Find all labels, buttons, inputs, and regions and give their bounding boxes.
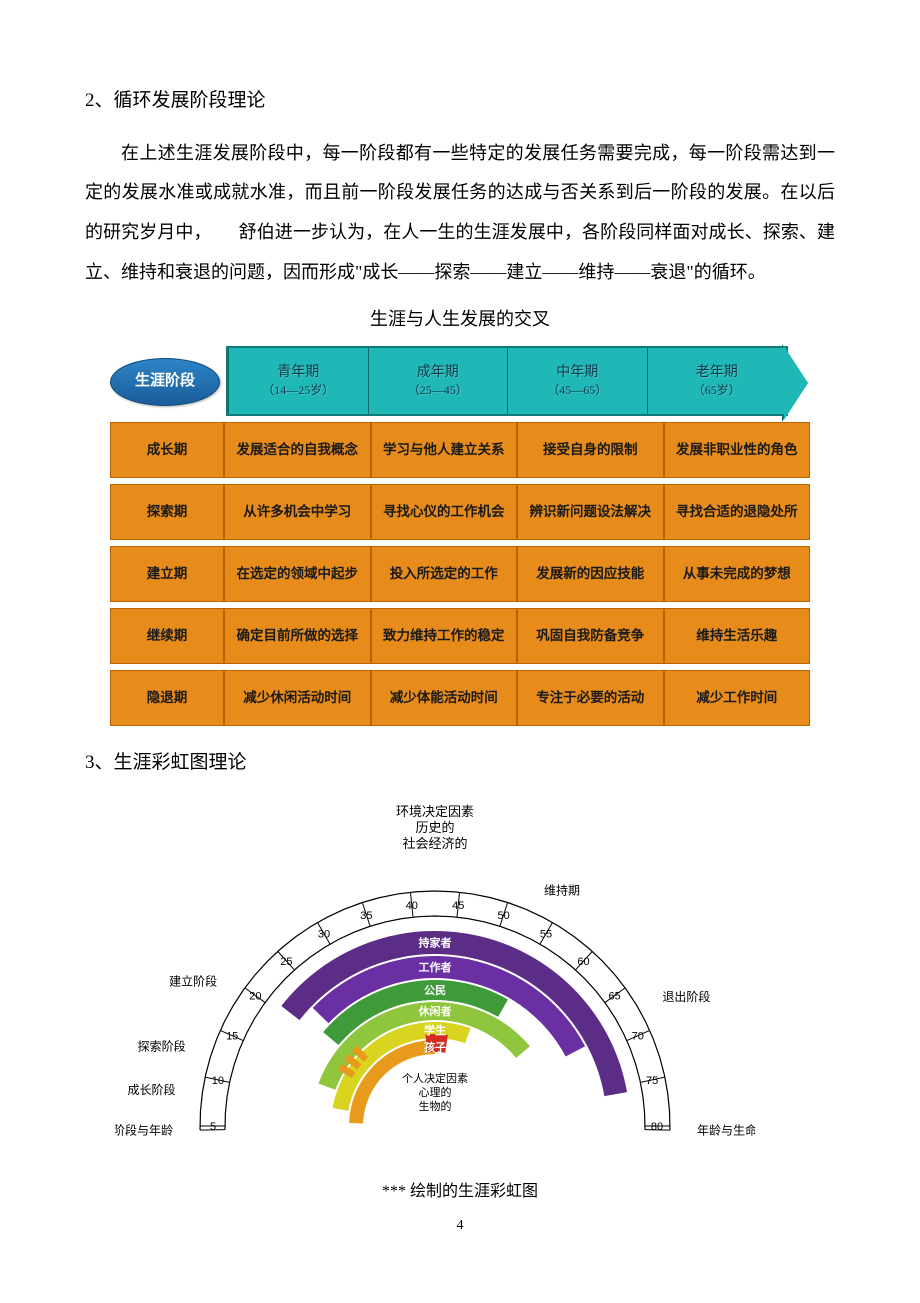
svg-text:成长阶段: 成长阶段 (127, 1082, 175, 1097)
matrix-cell: 从事未完成的梦想 (664, 546, 811, 602)
life-period-cell: 成年期（25—45） (368, 348, 508, 414)
matrix-cell: 学习与他人建立关系 (371, 422, 518, 478)
svg-text:建立阶段: 建立阶段 (169, 973, 217, 988)
svg-text:生物的: 生物的 (419, 1099, 452, 1113)
svg-text:50: 50 (497, 909, 509, 921)
svg-text:探索阶段: 探索阶段 (138, 1038, 186, 1053)
svg-text:15: 15 (226, 1030, 238, 1042)
svg-text:个人决定因素: 个人决定因素 (402, 1071, 468, 1085)
matrix-chart-title: 生涯与人生发展的交叉 (85, 300, 835, 340)
life-period-arrow: 青年期（14—25岁）成年期（25—45）中年期（45—65）老年期（65岁） (226, 346, 788, 416)
matrix-cell: 减少工作时间 (664, 670, 811, 726)
svg-text:环境决定因素: 环境决定因素 (396, 804, 474, 819)
svg-text:25: 25 (280, 956, 292, 968)
matrix-cell: 减少体能活动时间 (371, 670, 518, 726)
svg-text:80: 80 (651, 1121, 663, 1133)
svg-text:65: 65 (608, 990, 620, 1002)
matrix-cell: 在选定的领域中起步 (224, 546, 371, 602)
matrix-cell: 维持生活乐趣 (664, 608, 811, 664)
matrix-row-header: 探索期 (110, 484, 224, 540)
svg-text:学生: 学生 (424, 1023, 446, 1037)
svg-text:55: 55 (540, 928, 552, 940)
matrix-row-header: 继续期 (110, 608, 224, 664)
matrix-row-header: 隐退期 (110, 670, 224, 726)
matrix-cell: 发展非职业性的角色 (664, 422, 811, 478)
matrix-table: 成长期发展适合的自我概念学习与他人建立关系接受自身的限制发展非职业性的角色探索期… (110, 416, 810, 732)
matrix-cell: 巩固自我防备竞争 (517, 608, 664, 664)
matrix-cell: 寻找心仪的工作机会 (371, 484, 518, 540)
matrix-row-header: 建立期 (110, 546, 224, 602)
svg-text:年龄与生命阶段: 年龄与生命阶段 (697, 1122, 755, 1137)
svg-text:社会经济的: 社会经济的 (402, 836, 467, 851)
svg-text:持家者: 持家者 (419, 935, 452, 949)
matrix-cell: 确定目前所做的选择 (224, 608, 371, 664)
stage-badge: 生涯阶段 (110, 358, 220, 406)
matrix-cell: 接受自身的限制 (517, 422, 664, 478)
rainbow-chart: 环境决定因素历史的社会经济的 5 10 15 20 25 30 35 40 45 50 55 60 65 7… (115, 796, 755, 1171)
svg-text:孩子: 孩子 (424, 1040, 446, 1054)
matrix-cell: 投入所选定的工作 (371, 546, 518, 602)
matrix-chart: 生涯阶段 青年期（14—25岁）成年期（25—45）中年期（45—65）老年期（… (110, 346, 810, 732)
matrix-cell: 发展适合的自我概念 (224, 422, 371, 478)
svg-text:公民: 公民 (424, 984, 446, 997)
svg-text:心理的: 心理的 (419, 1085, 452, 1099)
svg-text:45: 45 (452, 900, 464, 912)
life-period-cell: 青年期（14—25岁） (228, 348, 368, 414)
section2-paragraph: 在上述生涯发展阶段中，每一阶段都有一些特定的发展任务需要完成，每一阶段需达到一定… (85, 134, 835, 292)
svg-text:75: 75 (646, 1074, 658, 1086)
matrix-cell: 致力维持工作的稳定 (371, 608, 518, 664)
section3-heading: 3、生涯彩虹图理论 (85, 742, 835, 784)
svg-text:10: 10 (212, 1074, 224, 1086)
section2-heading: 2、循环发展阶段理论 (85, 80, 835, 122)
svg-text:60: 60 (577, 956, 589, 968)
svg-text:工作者: 工作者 (419, 960, 452, 974)
svg-text:30: 30 (318, 928, 330, 940)
svg-text:70: 70 (632, 1030, 644, 1042)
matrix-cell: 专注于必要的活动 (517, 670, 664, 726)
svg-text:退出阶段: 退出阶段 (662, 989, 710, 1004)
matrix-cell: 减少休闲活动时间 (224, 670, 371, 726)
page-number: 4 (85, 1211, 835, 1242)
life-period-cell: 老年期（65岁） (647, 348, 787, 414)
svg-text:5: 5 (210, 1121, 216, 1133)
rainbow-caption: *** 绘制的生涯彩虹图 (85, 1174, 835, 1209)
matrix-cell: 寻找合适的退隐处所 (664, 484, 811, 540)
svg-text:20: 20 (249, 990, 261, 1002)
svg-text:35: 35 (360, 909, 372, 921)
svg-text:休闲者: 休闲者 (418, 1004, 452, 1018)
svg-text:生命阶段与年龄: 生命阶段与年龄 (115, 1122, 173, 1137)
life-period-cell: 中年期（45—65） (507, 348, 647, 414)
matrix-cell: 从许多机会中学习 (224, 484, 371, 540)
matrix-cell: 辨识新问题设法解决 (517, 484, 664, 540)
svg-text:40: 40 (406, 900, 418, 912)
svg-text:维持期: 维持期 (544, 882, 580, 897)
svg-text:历史的: 历史的 (415, 820, 454, 835)
matrix-cell: 发展新的因应技能 (517, 546, 664, 602)
matrix-row-header: 成长期 (110, 422, 224, 478)
